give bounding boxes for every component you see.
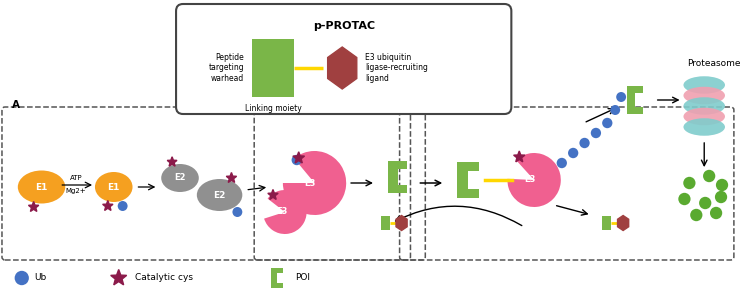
Polygon shape	[226, 173, 236, 182]
Circle shape	[715, 191, 727, 203]
Text: E3: E3	[524, 176, 536, 184]
Text: Peptide
targeting
warhead: Peptide targeting warhead	[209, 53, 244, 83]
Text: Ub: Ub	[34, 273, 47, 283]
Circle shape	[678, 193, 691, 205]
Wedge shape	[283, 151, 346, 215]
Bar	[380, 216, 389, 230]
Text: E2: E2	[175, 173, 186, 183]
Bar	[457, 162, 479, 171]
Polygon shape	[167, 157, 177, 166]
Circle shape	[591, 128, 601, 138]
Circle shape	[616, 92, 626, 102]
Text: E1: E1	[107, 183, 120, 191]
Text: E3 ubiquitin
ligase-recruiting
ligand: E3 ubiquitin ligase-recruiting ligand	[365, 53, 428, 83]
Ellipse shape	[683, 87, 725, 104]
Polygon shape	[513, 151, 525, 162]
Circle shape	[699, 197, 712, 209]
Circle shape	[557, 158, 567, 168]
Text: Linking moiety: Linking moiety	[245, 104, 301, 113]
Ellipse shape	[95, 172, 133, 202]
Bar	[602, 216, 611, 230]
Polygon shape	[268, 189, 278, 199]
Bar	[388, 185, 407, 193]
Bar	[627, 86, 643, 93]
FancyBboxPatch shape	[176, 4, 511, 114]
Polygon shape	[293, 152, 304, 163]
Bar	[271, 283, 283, 288]
Bar	[457, 166, 468, 194]
Circle shape	[610, 105, 620, 115]
Bar	[627, 107, 643, 114]
Circle shape	[580, 138, 589, 148]
Wedge shape	[264, 190, 307, 234]
Circle shape	[716, 179, 728, 191]
Text: A: A	[12, 100, 20, 110]
Ellipse shape	[683, 97, 725, 115]
Bar	[627, 89, 635, 111]
Polygon shape	[618, 216, 629, 230]
Ellipse shape	[683, 118, 725, 136]
Polygon shape	[110, 270, 127, 285]
Polygon shape	[396, 216, 407, 230]
Circle shape	[118, 201, 128, 211]
Circle shape	[602, 118, 612, 128]
Text: E2: E2	[213, 191, 226, 199]
Ellipse shape	[683, 108, 725, 125]
Circle shape	[292, 155, 302, 165]
Bar	[388, 165, 398, 189]
Circle shape	[568, 148, 578, 158]
Bar	[271, 270, 277, 286]
Text: ATP: ATP	[70, 175, 83, 181]
Text: POI: POI	[295, 273, 310, 283]
Text: E3: E3	[276, 207, 287, 217]
Ellipse shape	[683, 76, 725, 94]
Ellipse shape	[161, 164, 198, 192]
Circle shape	[690, 209, 703, 221]
Polygon shape	[327, 47, 357, 89]
Text: p-PROTAC: p-PROTAC	[313, 21, 374, 31]
Text: Catalytic cys: Catalytic cys	[134, 273, 192, 283]
Bar	[388, 161, 407, 169]
Circle shape	[710, 207, 722, 219]
Wedge shape	[507, 153, 561, 207]
Text: E1: E1	[35, 183, 48, 191]
Text: Mg2+: Mg2+	[66, 188, 87, 194]
Ellipse shape	[18, 171, 66, 204]
Polygon shape	[103, 201, 113, 210]
Bar	[271, 268, 283, 273]
Circle shape	[233, 207, 242, 217]
Circle shape	[15, 271, 29, 285]
Text: Proteasome: Proteasome	[687, 59, 741, 68]
Bar	[457, 189, 479, 198]
Ellipse shape	[197, 179, 242, 211]
Circle shape	[683, 177, 695, 189]
Text: B: B	[264, 100, 272, 110]
Bar	[252, 39, 294, 97]
Circle shape	[703, 170, 715, 182]
Text: E3: E3	[304, 178, 316, 188]
Polygon shape	[28, 201, 39, 212]
Text: C: C	[410, 100, 417, 110]
